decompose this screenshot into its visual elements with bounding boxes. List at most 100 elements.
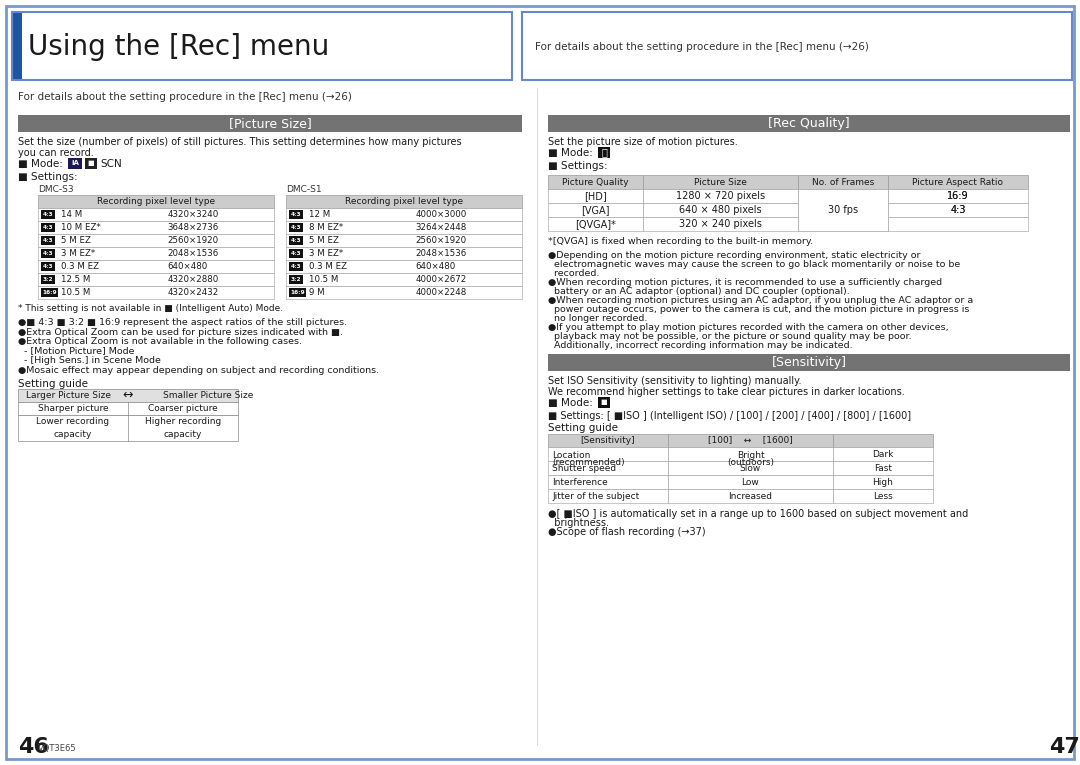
- Text: SCN: SCN: [100, 159, 122, 169]
- Text: Shutter speed: Shutter speed: [552, 464, 616, 473]
- Text: 5 M EZ: 5 M EZ: [309, 236, 339, 245]
- Bar: [548, 217, 643, 231]
- Text: ●Extra Optical Zoom can be used for picture sizes indicated with ■.: ●Extra Optical Zoom can be used for pict…: [18, 327, 343, 337]
- Bar: [18, 415, 238, 441]
- Bar: [548, 489, 669, 503]
- Bar: [833, 461, 933, 475]
- Text: For details about the setting procedure in the [Rec] menu (→26): For details about the setting procedure …: [535, 42, 869, 52]
- Text: 8 M EZ*: 8 M EZ*: [309, 223, 343, 232]
- Bar: [548, 354, 1070, 371]
- Text: Using the [Rec] menu: Using the [Rec] menu: [28, 33, 329, 61]
- Bar: [798, 189, 888, 231]
- Bar: [643, 203, 798, 217]
- Text: [Sensitivity]: [Sensitivity]: [581, 435, 635, 444]
- Bar: [12, 12, 22, 80]
- Text: ■ Settings: [ ■ISO ] (Intelligent ISO) / [100] / [200] / [400] / [800] / [1600]: ■ Settings: [ ■ISO ] (Intelligent ISO) /…: [548, 411, 912, 421]
- Bar: [669, 475, 833, 489]
- Text: ↔: ↔: [123, 389, 133, 402]
- Text: capacity: capacity: [54, 430, 92, 439]
- Bar: [38, 221, 274, 234]
- Text: 4:3: 4:3: [43, 263, 53, 269]
- Text: Recording pixel level type: Recording pixel level type: [345, 197, 463, 206]
- Bar: [643, 217, 798, 231]
- Text: ⧉: ⧉: [602, 147, 607, 157]
- Text: 3:2: 3:2: [291, 276, 301, 282]
- Bar: [22, 12, 512, 80]
- Bar: [833, 434, 933, 447]
- Bar: [643, 189, 798, 203]
- Text: Less: Less: [873, 491, 893, 500]
- Text: 4320×2432: 4320×2432: [167, 288, 219, 297]
- Bar: [38, 208, 274, 221]
- Bar: [38, 247, 274, 260]
- Text: (recommended): (recommended): [552, 458, 624, 467]
- Text: 3648×2736: 3648×2736: [167, 223, 219, 232]
- Text: Location: Location: [552, 451, 591, 460]
- Text: 640 × 480 pixels: 640 × 480 pixels: [679, 205, 761, 215]
- Text: 4000×3000: 4000×3000: [416, 210, 467, 219]
- Bar: [41, 275, 55, 284]
- Text: 2560×1920: 2560×1920: [416, 236, 467, 245]
- Bar: [888, 175, 1028, 189]
- Text: 640×480: 640×480: [167, 262, 208, 271]
- Text: Increased: Increased: [729, 491, 772, 500]
- Text: Picture Size: Picture Size: [694, 177, 747, 187]
- Bar: [12, 12, 512, 80]
- Text: 4320×2880: 4320×2880: [167, 275, 219, 284]
- Text: 3 M EZ*: 3 M EZ*: [309, 249, 343, 258]
- Bar: [888, 203, 1028, 217]
- Text: Set the size (number of pixels) of still pictures. This setting determines how m: Set the size (number of pixels) of still…: [18, 137, 461, 147]
- Text: Set ISO Sensitivity (sensitivity to lighting) manually.: Set ISO Sensitivity (sensitivity to ligh…: [548, 376, 801, 386]
- Text: 10 M EZ*: 10 M EZ*: [60, 223, 100, 232]
- Bar: [598, 397, 610, 408]
- Bar: [548, 461, 669, 475]
- Text: 3:2: 3:2: [43, 276, 53, 282]
- Bar: [289, 262, 303, 271]
- Text: Smaller Picture Size: Smaller Picture Size: [163, 391, 254, 400]
- Text: [HD]: [HD]: [584, 191, 607, 201]
- Text: Coarser picture: Coarser picture: [148, 404, 218, 413]
- Bar: [643, 175, 798, 189]
- Text: 5 M EZ: 5 M EZ: [60, 236, 91, 245]
- Text: 10.5 M: 10.5 M: [309, 275, 338, 284]
- Text: Lower recording: Lower recording: [37, 417, 109, 426]
- Bar: [18, 402, 238, 415]
- Bar: [286, 221, 522, 234]
- Text: 30 fps: 30 fps: [828, 205, 859, 215]
- Text: 46: 46: [18, 737, 49, 757]
- Text: ■ Settings:: ■ Settings:: [548, 161, 608, 171]
- Text: ■ Settings:: ■ Settings:: [18, 172, 78, 182]
- Text: [100]    ↔    [1600]: [100] ↔ [1600]: [708, 435, 793, 444]
- Bar: [286, 247, 522, 260]
- Bar: [289, 288, 306, 297]
- Text: ●Depending on the motion picture recording environment, static electricity or: ●Depending on the motion picture recordi…: [548, 251, 920, 260]
- Bar: [286, 260, 522, 273]
- Bar: [286, 286, 522, 299]
- Text: 9 M: 9 M: [309, 288, 325, 297]
- Text: Dark: Dark: [873, 450, 893, 458]
- Text: [Picture Size]: [Picture Size]: [229, 117, 311, 130]
- Text: ●[ ■ISO ] is automatically set in a range up to 1600 based on subject movement a: ●[ ■ISO ] is automatically set in a rang…: [548, 509, 969, 519]
- Text: battery or an AC adaptor (optional) and DC coupler (optional).: battery or an AC adaptor (optional) and …: [548, 287, 850, 296]
- Bar: [833, 475, 933, 489]
- Text: 12.5 M: 12.5 M: [60, 275, 91, 284]
- Bar: [548, 434, 669, 447]
- Text: Interference: Interference: [552, 477, 608, 487]
- Text: 4:3: 4:3: [291, 224, 301, 230]
- Text: power outage occurs, power to the camera is cut, and the motion picture in progr: power outage occurs, power to the camera…: [548, 305, 970, 314]
- Bar: [41, 288, 58, 297]
- Text: 4:3: 4:3: [291, 211, 301, 216]
- Bar: [798, 217, 888, 231]
- Bar: [798, 189, 888, 203]
- Bar: [833, 489, 933, 503]
- Text: Higher recording: Higher recording: [145, 417, 221, 426]
- Bar: [38, 273, 274, 286]
- Text: 4:3: 4:3: [43, 237, 53, 243]
- Text: ●If you attempt to play motion pictures recorded with the camera on other device: ●If you attempt to play motion pictures …: [548, 323, 948, 332]
- Bar: [598, 147, 610, 158]
- Bar: [286, 195, 522, 208]
- Text: 1280 × 720 pixels: 1280 × 720 pixels: [676, 191, 765, 201]
- Text: 16:9: 16:9: [947, 191, 969, 201]
- Text: 12 M: 12 M: [309, 210, 330, 219]
- Bar: [18, 115, 522, 132]
